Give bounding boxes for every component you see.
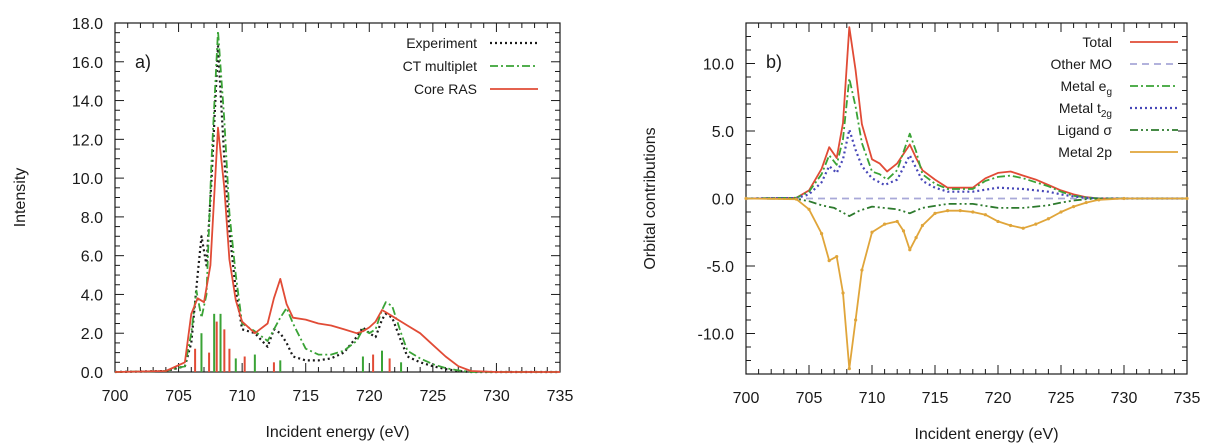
series-point — [1059, 210, 1063, 214]
x-tick-label: 720 — [356, 388, 383, 405]
series-point — [933, 211, 937, 215]
y-tick-label: 8.0 — [81, 210, 103, 227]
y-tick-label: 5.0 — [712, 124, 734, 141]
series-point — [841, 291, 845, 295]
series-point — [958, 209, 962, 213]
y-tick-label: 0.0 — [81, 365, 103, 382]
y-tick-label: 16.0 — [72, 55, 103, 72]
series-point — [971, 210, 975, 214]
series-point — [895, 219, 899, 224]
y-tick-label: -10.0 — [698, 327, 735, 344]
x-tick-label: 725 — [420, 388, 447, 405]
series-point — [946, 209, 950, 213]
series-point — [870, 230, 874, 234]
legend-label: Ligand σ — [1057, 122, 1112, 138]
series-point — [847, 367, 851, 371]
y-tick-label: 10.0 — [703, 57, 734, 74]
x-tick-label: 720 — [985, 390, 1012, 407]
y-tick-label: -5.0 — [706, 259, 734, 276]
y-axis-label: Intensity — [12, 168, 29, 228]
legend-label: Metal t2g — [1059, 100, 1112, 120]
series-line — [745, 197, 1187, 218]
legend-label: Total — [1082, 34, 1112, 50]
series-point — [1185, 196, 1189, 201]
series-line — [114, 126, 560, 373]
series-point — [1097, 198, 1101, 202]
x-tick-label: 710 — [859, 390, 886, 407]
y-tick-label: 4.0 — [81, 287, 103, 304]
series-point — [996, 219, 1000, 224]
series-line — [745, 77, 1187, 200]
y-tick-label: 18.0 — [72, 16, 103, 33]
panel-label: b) — [766, 52, 782, 72]
series-point — [860, 268, 864, 272]
legend-label: CT multiplet — [403, 58, 478, 74]
x-tick-label: 735 — [547, 388, 574, 405]
series-point — [883, 222, 887, 226]
y-tick-label: 12.0 — [72, 132, 103, 149]
plot-frame — [114, 22, 561, 373]
series-point — [1084, 200, 1088, 205]
series-point — [794, 197, 799, 201]
x-axis-label: Incident energy (eV) — [265, 424, 409, 441]
series-point — [827, 259, 831, 263]
y-tick-label: 0.0 — [712, 192, 734, 209]
y-tick-label: 6.0 — [81, 249, 103, 266]
series-point — [1072, 205, 1076, 209]
series-point — [1046, 217, 1050, 221]
series-line — [745, 197, 1187, 370]
x-tick-label: 730 — [1111, 390, 1138, 407]
x-axis-label: Incident energy (eV) — [914, 426, 1058, 443]
series-point — [914, 236, 918, 240]
series-point — [854, 318, 858, 322]
y-tick-label: 14.0 — [72, 94, 103, 111]
series-point — [1034, 222, 1038, 226]
x-tick-label: 725 — [1048, 390, 1075, 407]
legend-label: Other MO — [1051, 56, 1113, 72]
series-point — [1122, 196, 1126, 201]
series-point — [807, 207, 811, 211]
y-axis-label: Orbital contributions — [642, 127, 659, 269]
series-point — [835, 254, 839, 259]
legend-label: Metal eg — [1061, 78, 1112, 98]
series-point — [744, 196, 748, 201]
series-point — [1009, 223, 1013, 228]
x-tick-label: 715 — [292, 388, 319, 405]
legend-label: Core RAS — [414, 81, 477, 97]
y-tick-label: 2.0 — [81, 326, 103, 343]
series-point — [908, 248, 912, 252]
series-point — [983, 213, 988, 217]
series-point — [1021, 226, 1025, 230]
legend-label: Experiment — [406, 35, 477, 51]
x-tick-label: 710 — [229, 388, 256, 405]
series-point — [920, 223, 925, 228]
panel-a: 700 705 710 715 720 725 730 735 0.0 2.0 4.0 6.0 8.0 1… — [12, 16, 573, 441]
x-tick-label: 715 — [922, 390, 949, 407]
series-line — [114, 29, 560, 373]
x-tick-label: 730 — [483, 388, 510, 405]
panel-b: 700 705 710 715 720 725 730 735 -10.0 -5.0 0.0 5.0 1… — [642, 22, 1201, 443]
x-tick-label: 735 — [1174, 390, 1201, 407]
y-tick-label: 10.0 — [72, 171, 103, 188]
legend-label: Metal 2p — [1058, 144, 1112, 160]
series-point — [820, 232, 824, 236]
series-line — [114, 45, 560, 374]
x-tick-label: 700 — [102, 388, 129, 405]
panel-label: a) — [135, 52, 151, 72]
x-tick-label: 705 — [796, 390, 823, 407]
series-line — [745, 26, 1187, 200]
x-tick-label: 700 — [733, 390, 760, 407]
series-point — [901, 229, 906, 233]
x-tick-label: 705 — [165, 388, 192, 405]
